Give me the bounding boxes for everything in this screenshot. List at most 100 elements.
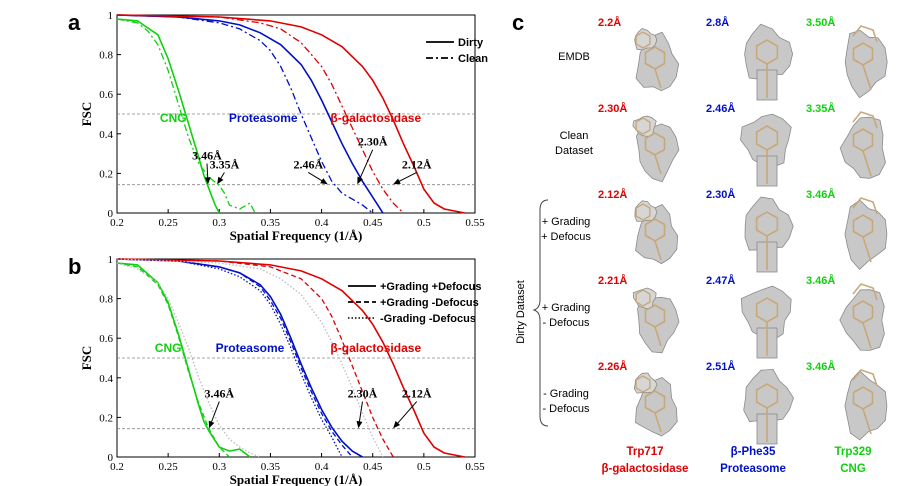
annotation-arrow: [397, 172, 417, 183]
annotation-arrow: [206, 163, 209, 180]
x-tick-label: 0.35: [261, 461, 281, 473]
y-axis-label: FSC: [79, 346, 94, 371]
density-map: [744, 23, 794, 81]
series-line: [116, 258, 363, 458]
x-tick-label: 0.5: [417, 217, 431, 229]
fsc-chart-b: 0.2 0.25 0.3 0.35 0.4 0.45 0.5 0.5500.20.40.60.…: [79, 254, 485, 486]
series-label: Proteasome: [216, 341, 285, 355]
density-thumbnail: [839, 111, 886, 179]
resolution-annotation: 2.46Å: [293, 157, 323, 171]
row-label: EMDB: [558, 51, 590, 63]
x-tick-label: 0.55: [465, 461, 485, 473]
dirty-dataset-bracket: [532, 199, 549, 427]
x-tick-label: 0.25: [159, 461, 179, 473]
series-line: [116, 258, 384, 458]
series-label: CNG: [160, 111, 187, 125]
annotation-arrowhead: [393, 178, 401, 185]
panel-letter-a: a: [68, 10, 81, 35]
series-line: [116, 262, 261, 458]
x-axis-label: Spatial Frequency (1/Å): [230, 228, 363, 243]
density-thumbnail: [634, 200, 679, 265]
annotation-arrowhead: [357, 176, 363, 185]
column-residue-label: Trp329: [834, 446, 871, 458]
density-map: [740, 285, 792, 341]
density-map: [839, 289, 885, 351]
series-line: [116, 262, 251, 458]
annotation-arrow: [358, 401, 363, 424]
atomic-model: [862, 64, 872, 91]
resolution-annotation: 2.30Å: [358, 135, 388, 149]
series-line: [116, 258, 343, 458]
y-tick-label: 1: [108, 10, 114, 22]
y-tick-label: 0.6: [99, 89, 113, 101]
x-tick-label: 0.35: [261, 217, 281, 229]
x-tick-label: 0.3: [212, 461, 226, 473]
atomic-model: [852, 197, 878, 215]
y-tick-label: 0.2: [99, 412, 113, 424]
resolution-label: 2.8Å: [706, 16, 729, 29]
column-residue-label: β-Phe35: [731, 446, 776, 458]
y-tick-label: 1: [108, 254, 114, 266]
x-tick-label: 0.55: [465, 217, 485, 229]
atomic-model: [862, 322, 872, 349]
legend-label: Dirty: [458, 37, 484, 49]
y-tick-label: 0.6: [99, 333, 113, 345]
annotation-arrowhead: [393, 421, 401, 429]
resolution-annotation: 3.46Å: [192, 149, 222, 163]
row-label: Clean: [560, 130, 589, 142]
y-tick-label: 0.8: [99, 50, 113, 62]
panel-letter-c: c: [512, 10, 524, 35]
density-map: [844, 370, 888, 441]
atomic-model: [654, 240, 662, 261]
x-tick-label: 0.4: [315, 217, 329, 229]
panel-letter-b: b: [68, 254, 81, 279]
row-label: + Defocus: [541, 231, 591, 243]
annotation-arrow: [396, 401, 418, 425]
atomic-model: [862, 236, 872, 263]
density-map: [744, 196, 794, 251]
atomic-model: [654, 68, 662, 89]
x-tick-label: 0.2: [110, 461, 124, 473]
density-thumbnail: [633, 372, 678, 437]
series-line: [116, 258, 465, 458]
y-tick-label: 0: [108, 208, 114, 220]
density-map: [743, 368, 794, 423]
x-tick-label: 0.45: [363, 217, 383, 229]
series-label: β-galactosidase: [330, 111, 421, 125]
density-thumbnail: [740, 113, 792, 187]
annotation-arrow: [308, 172, 324, 183]
annotation-arrow: [210, 401, 220, 424]
resolution-label: 3.46Å: [806, 188, 835, 201]
resolution-label: 3.46Å: [806, 274, 835, 287]
resolution-label: 2.30Å: [706, 188, 735, 201]
y-tick-label: 0.4: [99, 373, 113, 385]
x-tick-label: 0.3: [212, 217, 226, 229]
series-label: β-galactosidase: [330, 341, 421, 355]
atomic-model: [635, 203, 651, 221]
resolution-label: 2.47Å: [706, 274, 735, 287]
x-tick-label: 0.2: [110, 217, 124, 229]
series-line: [116, 18, 256, 214]
y-tick-label: 0.4: [99, 129, 113, 141]
row-label: Dataset: [555, 145, 593, 157]
resolution-annotation: 2.12Å: [402, 387, 432, 401]
y-tick-label: 0.8: [99, 294, 113, 306]
density-map: [839, 116, 886, 179]
resolution-label: 2.21Å: [598, 274, 627, 287]
legend-label: Clean: [458, 53, 488, 65]
density-panel-c: EMDB 2.2Å 2.8Å 3.50Å Clean Dataset 2.30Å 2.46Å 3…: [515, 16, 888, 475]
density-thumbnail: [632, 287, 680, 354]
density-map: [740, 113, 792, 168]
column-molecule-label: β-galactosidase: [602, 463, 689, 475]
atomic-model: [635, 117, 651, 135]
annotation-arrowhead: [320, 178, 328, 185]
row-label: + Grading: [542, 216, 591, 228]
series-label: Proteasome: [229, 111, 298, 125]
series-line: [116, 14, 384, 214]
column-molecule-label: CNG: [840, 463, 866, 475]
resolution-label: 2.30Å: [598, 102, 627, 115]
x-tick-label: 0.5: [417, 461, 431, 473]
x-tick-label: 0.25: [159, 217, 179, 229]
series-line: [116, 262, 230, 458]
resolution-label: 2.46Å: [706, 102, 735, 115]
